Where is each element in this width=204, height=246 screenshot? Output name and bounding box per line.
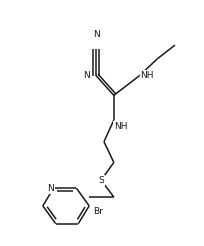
Text: N: N <box>93 30 100 39</box>
Text: N: N <box>47 184 54 193</box>
Text: N: N <box>83 71 90 80</box>
Text: NH: NH <box>141 71 154 80</box>
Text: NH: NH <box>114 122 127 131</box>
Text: S: S <box>98 176 104 185</box>
Text: Br: Br <box>93 207 103 216</box>
